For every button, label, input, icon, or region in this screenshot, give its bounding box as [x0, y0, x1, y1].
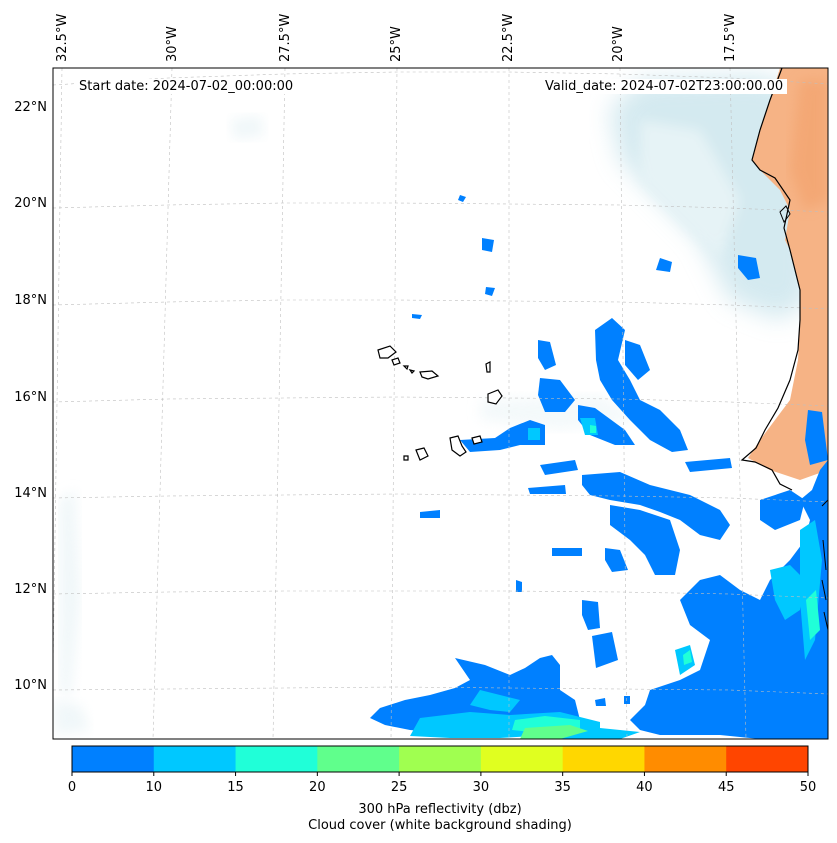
colorbar-tick-label: 50	[800, 780, 817, 795]
colorbar-segment	[399, 746, 482, 772]
lon-label: 27.5°W	[278, 14, 293, 62]
lon-label: 30°W	[165, 26, 180, 62]
lat-label: 14°N	[14, 486, 47, 501]
lon-label: 22.5°W	[501, 14, 516, 62]
africa-coastline	[740, 68, 801, 491]
colorbar-segment	[480, 746, 564, 772]
reflectivity-20-25	[520, 725, 588, 739]
lon-label: 32.5°W	[55, 14, 70, 62]
lat-label: 16°N	[14, 390, 47, 405]
colorbar-segment	[317, 746, 400, 772]
latitude-labels: 22°N 20°N 18°N 16°N 14°N 12°N 10°N	[14, 100, 47, 693]
colorbar-tick-label: 10	[146, 780, 163, 795]
lat-label: 20°N	[14, 196, 47, 211]
colorbar-segment	[726, 746, 809, 772]
colorbar-sublabel: Cloud cover (white background shading)	[308, 818, 572, 833]
colorbar-segment	[235, 746, 318, 772]
colorbar	[72, 746, 809, 772]
lon-label: 17.5°W	[723, 14, 738, 62]
cape-verde-islands	[377, 345, 503, 461]
colorbar-tick-label: 25	[391, 780, 408, 795]
colorbar-tick-label: 20	[309, 780, 326, 795]
colorbar-tick-label: 30	[473, 780, 490, 795]
colorbar-tick-label: 35	[554, 780, 571, 795]
lat-label: 10°N	[14, 678, 47, 693]
lat-label: 18°N	[14, 293, 47, 308]
colorbar-segment	[562, 746, 645, 772]
lat-label: 12°N	[14, 582, 47, 597]
start-date-label: Start date: 2024-07-02_00:00:00	[75, 79, 298, 94]
gridlines	[53, 68, 828, 739]
colorbar-label: 300 hPa reflectivity (dbz)	[358, 802, 522, 817]
lat-label: 22°N	[14, 100, 47, 115]
colorbar-ticks: 0 10 15 20 25 30 35 40 45 50	[68, 772, 816, 795]
longitude-labels: 32.5°W 30°W 27.5°W 25°W 22.5°W 20°W 17.5…	[55, 14, 738, 62]
colorbar-tick-label: 15	[227, 780, 244, 795]
colorbar-segment	[72, 746, 155, 772]
lon-label: 25°W	[389, 26, 404, 62]
lon-label: 20°W	[611, 26, 626, 62]
valid-date-label: Valid_date: 2024-07-02T23:00:00.00	[541, 79, 788, 94]
colorbar-tick-label: 0	[68, 780, 76, 795]
colorbar-segment	[153, 746, 237, 772]
map-frame	[52, 67, 829, 740]
colorbar-tick-label: 40	[636, 780, 653, 795]
colorbar-frame	[71, 745, 809, 773]
colorbar-tick-label: 45	[718, 780, 735, 795]
colorbar-segment	[644, 746, 727, 772]
